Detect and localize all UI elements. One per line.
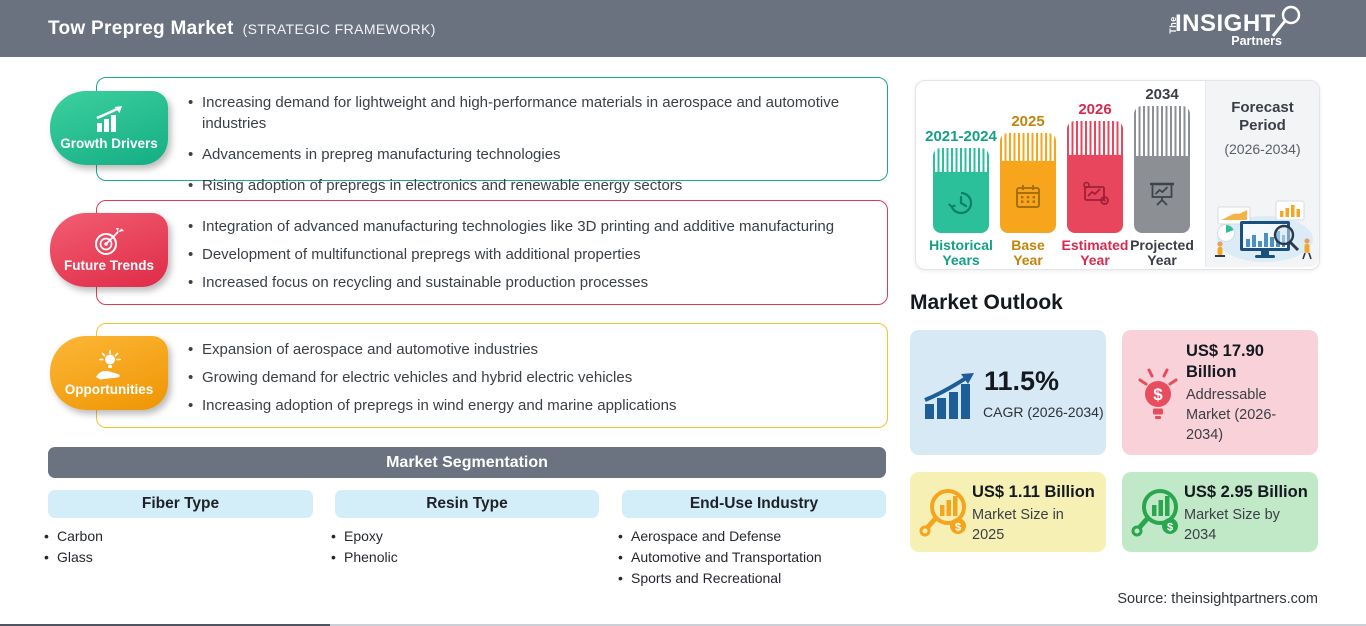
cagr-desc: CAGR (2026-2034) xyxy=(983,404,1104,420)
opportunities-badge: Opportunities xyxy=(50,336,168,410)
opportunities-label: Opportunities xyxy=(64,381,154,397)
growth-drivers-badge: Growth Drivers xyxy=(50,91,168,165)
list-item: Epoxy xyxy=(331,526,398,547)
svg-text:$: $ xyxy=(1167,522,1173,534)
timeline-card: 2021-2024 2025 2026 2034 xyxy=(915,80,1320,270)
bullet-item: Advancements in prepreg manufacturing te… xyxy=(186,144,858,165)
calendar-icon xyxy=(1016,185,1040,208)
addressable-market-value: US$ 17.90 Billion xyxy=(1186,342,1264,381)
target-dart-icon xyxy=(95,227,124,255)
list-item: Sports and Recreational xyxy=(618,568,822,589)
market-size-2025-desc: Market Size in 2025 xyxy=(972,507,1064,543)
future-trends-bullets: Integration of advanced manufacturing te… xyxy=(186,216,858,300)
cagr-card: 11.5% CAGR (2026-2034) xyxy=(910,330,1106,455)
bullet-item: Development of multifunctional prepregs … xyxy=(186,244,858,265)
end-use-industry-list: Aerospace and Defense Automotive and Tra… xyxy=(618,526,822,589)
list-item: Carbon xyxy=(44,526,103,547)
page-subtitle: (STRATEGIC FRAMEWORK) xyxy=(242,20,436,37)
list-item: Glass xyxy=(44,547,103,568)
market-size-2025-value: US$ 1.11 Billion xyxy=(972,483,1095,501)
dollar-bulb-icon: $ xyxy=(1138,368,1178,419)
svg-text:$: $ xyxy=(1153,385,1163,404)
clock-history-icon xyxy=(948,191,973,214)
market-segmentation-header: Market Segmentation xyxy=(48,447,886,478)
resin-type-list: Epoxy Phenolic xyxy=(331,526,398,568)
timeline-caption: Base Year xyxy=(1011,237,1045,268)
list-item: Aerospace and Defense xyxy=(618,526,822,547)
addressable-market-desc: Addressable Market (2026-2034) xyxy=(1186,387,1277,443)
logo-insight-text: INSIGHT xyxy=(1175,10,1276,37)
fiber-type-list: Carbon Glass xyxy=(44,526,103,568)
logo-partners-text: Partners xyxy=(1231,34,1282,48)
addressable-market-card: $ US$ 17.90 Billion Addressable Market (… xyxy=(1122,330,1318,455)
timeline-year-label: 2034 xyxy=(1145,86,1179,103)
timeline-bar-historical xyxy=(933,148,989,233)
market-size-2025-card: $ US$ 1.11 Billion Market Size in 2025 xyxy=(910,472,1106,552)
header-bar: Tow Prepreg Market (STRATEGIC FRAMEWORK)… xyxy=(0,0,1366,57)
growth-arrow-icon xyxy=(924,373,974,419)
forecast-period-title: Forecast Period xyxy=(1231,99,1294,134)
logo-magnifier-icon xyxy=(1271,5,1301,37)
trending-up-icon xyxy=(96,105,122,132)
growth-drivers-label: Growth Drivers xyxy=(60,135,158,151)
opportunities-bullets: Expansion of aerospace and automotive in… xyxy=(186,339,858,423)
bar-stripe-pattern xyxy=(1134,106,1190,156)
cagr-value: 11.5% xyxy=(984,366,1060,396)
market-size-2034-value: US$ 2.95 Billion xyxy=(1184,483,1308,501)
segment-header-end-use: End-Use Industry xyxy=(622,490,886,518)
bullet-item: Integration of advanced manufacturing te… xyxy=(186,216,858,237)
analysis-illustration xyxy=(1215,200,1313,262)
bullet-item: Growing demand for electric vehicles and… xyxy=(186,367,858,388)
bar-stripe-pattern xyxy=(1067,121,1123,155)
bar-stripe-pattern xyxy=(1000,133,1056,161)
list-item: Automotive and Transportation xyxy=(618,547,822,568)
forecast-period-panel: Forecast Period (2026-2034) xyxy=(1205,81,1319,267)
page-title: Tow Prepreg Market xyxy=(48,17,234,39)
segment-header-resin-type: Resin Type xyxy=(335,490,599,518)
hand-bulb-icon xyxy=(96,349,121,379)
timeline-bar-projected xyxy=(1134,106,1190,233)
growth-drivers-bullets: Increasing demand for lightweight and hi… xyxy=(186,92,858,206)
presentation-screen-icon xyxy=(1150,182,1174,206)
market-outlook-title: Market Outlook xyxy=(910,291,1063,314)
timeline-caption: Projected Year xyxy=(1130,237,1194,268)
bullet-item: Rising adoption of prepregs in electroni… xyxy=(186,175,858,196)
analytics-monitor-icon xyxy=(1083,181,1109,205)
source-attribution: Source: theinsightpartners.com xyxy=(1117,591,1318,607)
bottom-divider-dark xyxy=(0,624,330,626)
svg-text:$: $ xyxy=(955,522,961,534)
timeline-caption: Estimated Year xyxy=(1061,237,1129,268)
bar-stripe-pattern xyxy=(933,148,989,172)
timeline-bar-estimated xyxy=(1067,121,1123,233)
timeline-year-label: 2021-2024 xyxy=(925,128,997,145)
insight-partners-logo: The INSIGHT Partners xyxy=(1158,5,1308,51)
list-item: Phenolic xyxy=(331,547,398,568)
bullet-item: Expansion of aerospace and automotive in… xyxy=(186,339,858,360)
future-trends-badge: Future Trends xyxy=(50,213,168,287)
market-size-2034-card: $ US$ 2.95 Billion Market Size by 2034 xyxy=(1122,472,1318,552)
segment-header-fiber-type: Fiber Type xyxy=(48,490,313,518)
forecast-period-range: (2026-2034) xyxy=(1224,141,1301,157)
timeline-year-label: 2025 xyxy=(1011,113,1045,130)
bottom-divider-light xyxy=(330,624,1366,626)
bullet-item: Increased focus on recycling and sustain… xyxy=(186,272,858,293)
bullet-item: Increasing adoption of prepregs in wind … xyxy=(186,395,858,416)
timeline-caption: Historical Years xyxy=(929,237,993,268)
magnifier-chart-icon: $ xyxy=(1131,489,1178,537)
bullet-item: Increasing demand for lightweight and hi… xyxy=(186,92,858,134)
market-size-2034-desc: Market Size by 2034 xyxy=(1184,507,1280,543)
future-trends-label: Future Trends xyxy=(63,257,154,273)
timeline-year-label: 2026 xyxy=(1078,101,1112,118)
timeline-bar-base xyxy=(1000,133,1056,233)
magnifier-chart-icon: $ xyxy=(919,489,966,537)
